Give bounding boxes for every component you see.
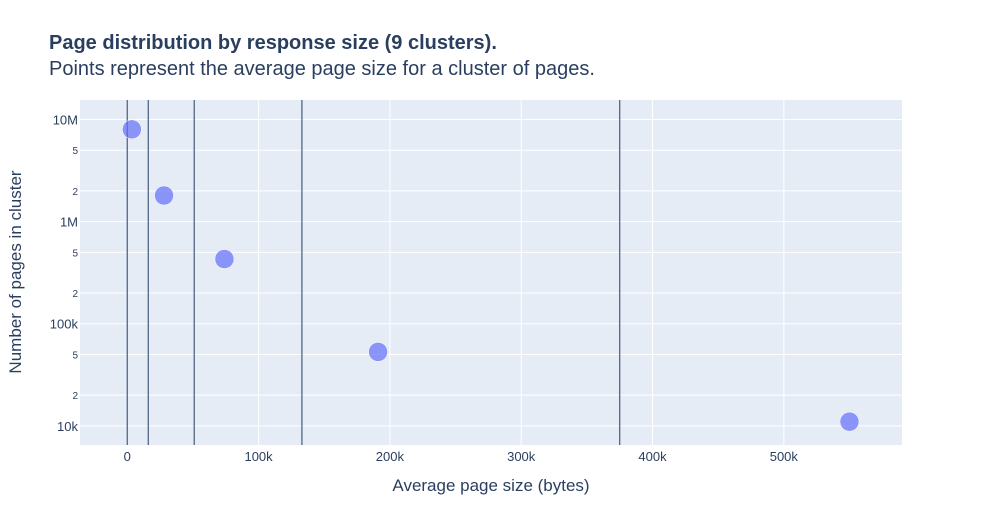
x-tick-label: 400k xyxy=(638,449,667,464)
y-tick-label: 100k xyxy=(50,317,79,332)
x-axis-title: Average page size (bytes) xyxy=(392,476,589,495)
y-minor-tick-label: 2 xyxy=(72,187,78,198)
data-point xyxy=(122,119,142,140)
y-minor-tick-label: 2 xyxy=(72,289,78,300)
x-tick-label: 100k xyxy=(244,449,273,464)
y-axis-title: Number of pages in cluster xyxy=(6,170,25,373)
chart-subtitle: Points represent the average page size f… xyxy=(49,58,595,80)
x-tick-label: 300k xyxy=(507,449,536,464)
y-minor-tick-label: 5 xyxy=(72,146,78,157)
y-minor-tick-label: 5 xyxy=(72,350,78,361)
data-point xyxy=(214,249,235,269)
y-minor-tick-label: 2 xyxy=(72,391,78,402)
x-tick-label: 200k xyxy=(376,449,405,464)
x-tick-label: 0 xyxy=(124,449,131,464)
y-tick-label: 1M xyxy=(60,215,78,230)
data-point xyxy=(368,342,388,362)
cluster-boundary-lines xyxy=(126,100,621,445)
chart-title: Page distribution by response size (9 cl… xyxy=(49,32,497,54)
y-tick-label: 10k xyxy=(57,419,78,434)
y-axis-ticks: 10k 100k 1M 10M 2 5 2 5 2 5 xyxy=(50,112,79,433)
data-point xyxy=(154,185,174,206)
data-point xyxy=(839,411,860,432)
grid-lines xyxy=(80,100,902,445)
y-minor-tick-label: 5 xyxy=(72,248,78,259)
y-tick-label: 10M xyxy=(53,112,78,127)
data-points xyxy=(122,119,860,432)
plot-area xyxy=(80,100,902,445)
x-axis-ticks: 0 100k 200k 300k 400k 500k xyxy=(124,449,799,464)
x-tick-label: 500k xyxy=(770,449,799,464)
